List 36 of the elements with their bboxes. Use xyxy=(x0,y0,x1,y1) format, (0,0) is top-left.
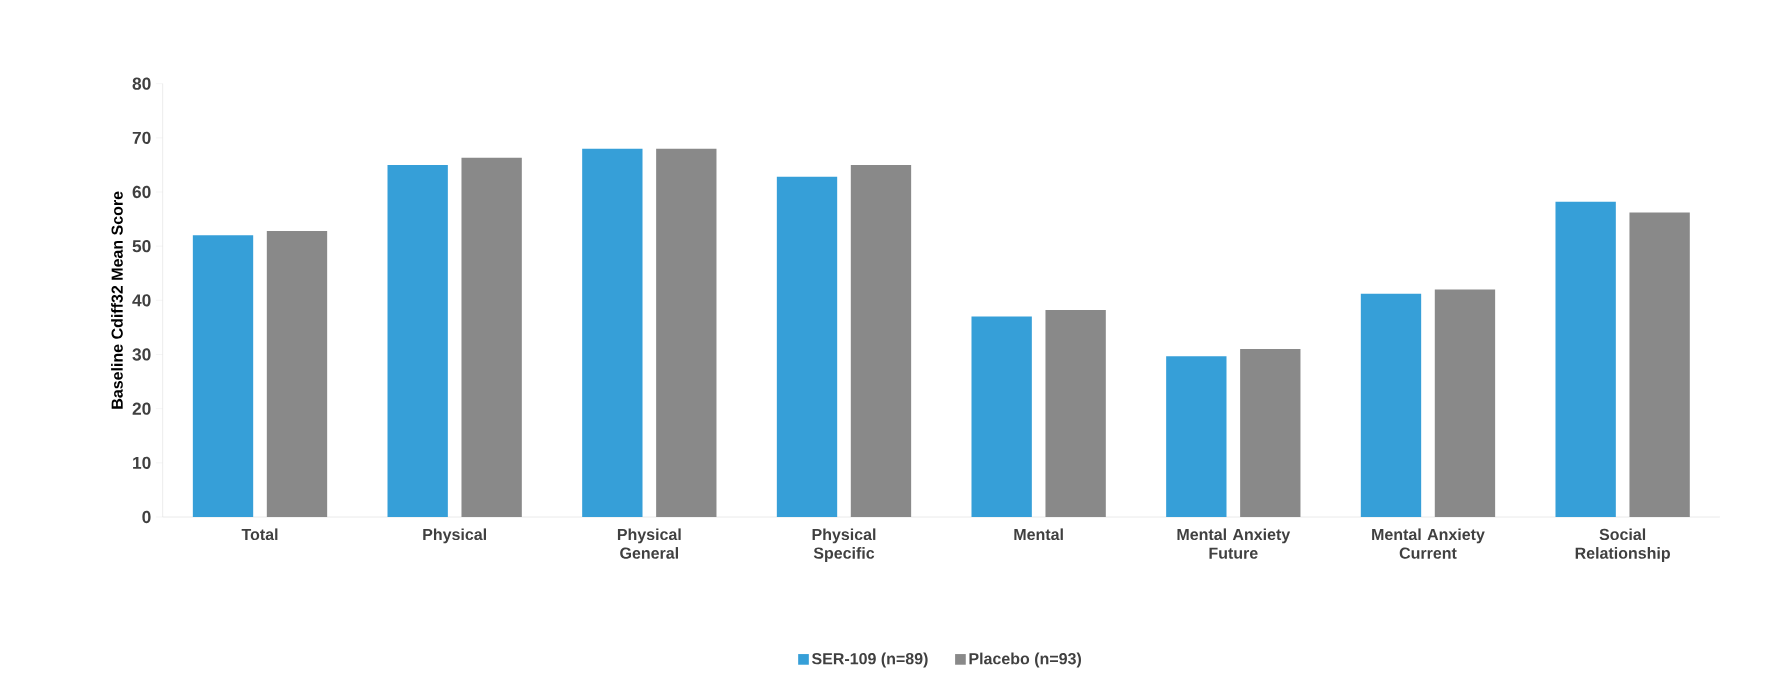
bar xyxy=(656,148,717,517)
bar xyxy=(192,235,254,517)
y-tick-label: 10 xyxy=(133,456,151,469)
bar xyxy=(1555,201,1616,517)
y-tick-label: 30 xyxy=(132,348,151,361)
y-tick-label: 70 xyxy=(132,131,151,144)
x-tick-label: Total xyxy=(241,528,278,541)
y-tick-label: 80 xyxy=(132,77,151,90)
bar xyxy=(971,316,1032,517)
y-tick-label: 60 xyxy=(132,185,151,199)
legend-label: Placebo (n=93) xyxy=(969,652,1081,668)
bar xyxy=(461,157,522,517)
y-tick-label: 50 xyxy=(132,240,151,253)
y-tick-label: 0 xyxy=(142,510,151,524)
y-axis-title: Baseline Cdiff32 Mean Score xyxy=(111,191,123,409)
x-tick-label: Mental xyxy=(1014,528,1063,541)
bar xyxy=(850,164,912,517)
bar xyxy=(1166,356,1227,517)
bar xyxy=(1045,310,1106,517)
bar xyxy=(1629,212,1690,517)
legend-label: SER-109 (n=89) xyxy=(811,652,928,668)
y-tick-label: 40 xyxy=(132,294,151,307)
x-tick-label: Physical General xyxy=(617,528,681,559)
x-tick-label: Physical Specific xyxy=(812,528,876,562)
x-tick-label: Social Relationship xyxy=(1575,528,1670,562)
y-tick-label: 20 xyxy=(132,402,151,415)
bar xyxy=(1360,293,1422,517)
x-tick-label: Mental Anxiety Future xyxy=(1177,528,1291,559)
bar xyxy=(1240,349,1301,517)
x-tick-label: Physical xyxy=(423,528,486,544)
x-tick-label: Mental Anxiety Current xyxy=(1372,528,1485,559)
bar xyxy=(1434,289,1496,517)
bar xyxy=(776,176,838,517)
bar xyxy=(266,231,328,517)
bar xyxy=(582,148,643,517)
bar xyxy=(387,164,448,517)
